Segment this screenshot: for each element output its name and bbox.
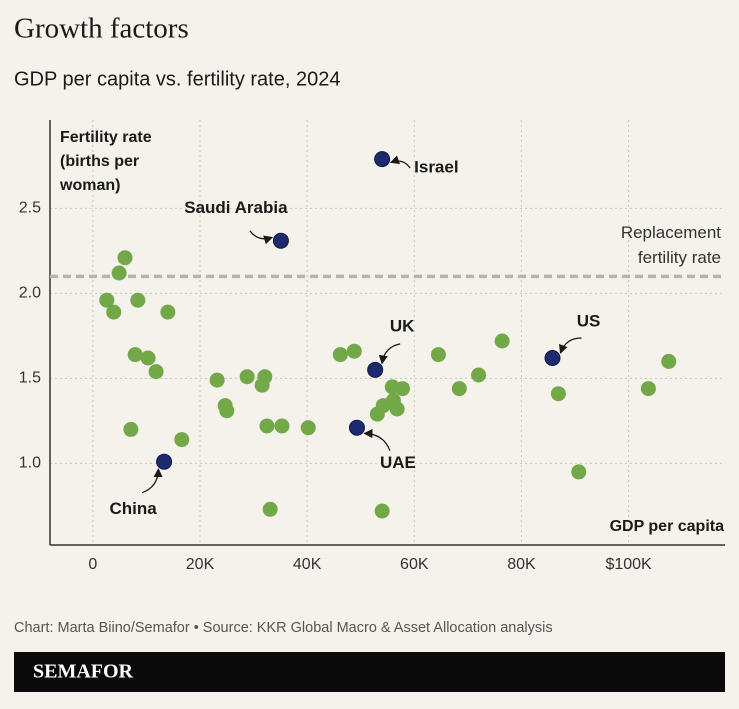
point [544, 350, 561, 366]
point [99, 292, 115, 308]
y-tick-label: 1.5 [19, 370, 41, 387]
point [430, 347, 446, 363]
point [262, 501, 278, 517]
point-label: US [577, 311, 601, 330]
point [471, 367, 487, 383]
y-axis-title: (births per [60, 153, 139, 170]
x-tick-label: 60K [400, 556, 429, 573]
point-label: UAE [380, 453, 416, 472]
point [156, 453, 173, 470]
x-tick-label: $100K [605, 556, 652, 573]
point [106, 304, 122, 320]
point [661, 353, 677, 369]
point [374, 151, 391, 168]
point [300, 420, 316, 436]
point [111, 265, 127, 281]
chart-title: Growth factors [14, 13, 189, 45]
annotation-arrow [363, 429, 391, 451]
point [174, 432, 190, 448]
point [160, 304, 176, 320]
point [259, 418, 275, 434]
point [374, 503, 390, 519]
x-tick-label: 0 [88, 556, 97, 573]
y-axis-title: Fertility rate [60, 129, 152, 146]
point [127, 347, 143, 363]
point-label: UK [390, 316, 415, 335]
y-tick-label: 2.5 [19, 200, 41, 217]
annotation-arrow [141, 468, 163, 494]
annotation-arrow [389, 155, 411, 169]
point [550, 386, 566, 402]
point-label: Saudi Arabia [184, 198, 288, 217]
point [451, 381, 467, 397]
y-tick-label: 2.0 [19, 285, 41, 302]
x-axis-title: GDP per capita [610, 518, 725, 535]
point [209, 372, 225, 388]
point [123, 421, 139, 437]
point-label: Israel [414, 158, 458, 177]
point [494, 333, 510, 349]
chart-subtitle: GDP per capita vs. fertility rate, 2024 [14, 68, 340, 90]
x-tick-label: 80K [507, 556, 536, 573]
y-axis-title: woman) [59, 177, 120, 194]
point [117, 250, 133, 266]
point [130, 292, 146, 308]
brand-bar [14, 652, 725, 692]
point [395, 381, 410, 397]
point [239, 369, 255, 385]
brand: SEMAFOR [33, 661, 134, 683]
point [219, 403, 235, 419]
point [640, 381, 656, 397]
y-tick-label: 1.0 [19, 455, 41, 472]
plot: 1.0 1.5 2.0 2.5 0 20K 40K 60K 80K $100K Fertility … [19, 120, 725, 573]
point [389, 401, 405, 417]
point [140, 350, 156, 366]
x-tick-label: 20K [186, 556, 215, 573]
point [348, 419, 365, 436]
point [332, 347, 348, 363]
point-label: China [109, 499, 157, 518]
annotation-arrow [249, 230, 274, 245]
point [346, 343, 362, 359]
point [254, 377, 270, 393]
point [148, 364, 164, 380]
annotation-arrow [559, 337, 582, 355]
annotation-arrow [378, 343, 401, 365]
source: Chart: Marta Biino/Semafor • Source: KKR… [14, 620, 553, 636]
point [367, 361, 384, 378]
reference-label: Replacement [621, 223, 721, 242]
point [272, 232, 289, 249]
point [274, 418, 290, 434]
reference-label: fertility rate [638, 248, 721, 267]
x-tick-label: 40K [293, 556, 322, 573]
point [571, 464, 587, 480]
